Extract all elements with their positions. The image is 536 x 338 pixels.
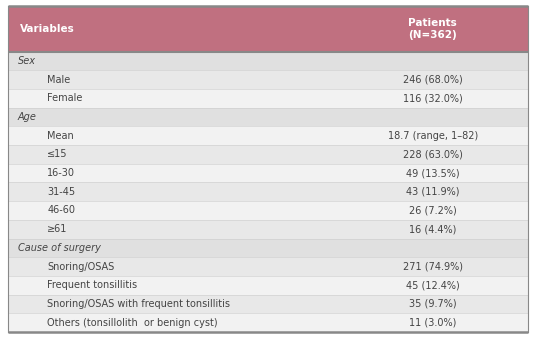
Text: Snoring/OSAS: Snoring/OSAS [47, 262, 114, 271]
Bar [8, 126, 528, 145]
Bar [8, 313, 528, 332]
Bar [8, 6, 528, 52]
Bar [8, 257, 528, 276]
Bar [8, 108, 528, 126]
Bar [8, 276, 528, 294]
Text: 271 (74.9%): 271 (74.9%) [403, 262, 463, 271]
Text: 45 (12.4%): 45 (12.4%) [406, 280, 460, 290]
Text: 49 (13.5%): 49 (13.5%) [406, 168, 460, 178]
Bar [8, 89, 528, 108]
Text: 31-45: 31-45 [47, 187, 75, 197]
Bar [8, 183, 528, 201]
Bar [8, 220, 528, 239]
Text: Mean: Mean [47, 131, 74, 141]
Text: Male: Male [47, 75, 70, 85]
Text: 35 (9.7%): 35 (9.7%) [409, 299, 457, 309]
Bar [8, 145, 528, 164]
Text: 11 (3.0%): 11 (3.0%) [409, 318, 457, 328]
Text: 16-30: 16-30 [47, 168, 75, 178]
Text: Others (tonsillolith  or benign cyst): Others (tonsillolith or benign cyst) [47, 318, 218, 328]
Text: Age: Age [18, 112, 36, 122]
Text: ≤15: ≤15 [47, 149, 68, 160]
Bar [8, 70, 528, 89]
Text: 16 (4.4%): 16 (4.4%) [409, 224, 457, 234]
Text: Patients
(N=362): Patients (N=362) [408, 18, 457, 40]
Text: 246 (68.0%): 246 (68.0%) [403, 75, 463, 85]
Bar [8, 239, 528, 257]
Bar [8, 201, 528, 220]
Text: 26 (7.2%): 26 (7.2%) [409, 206, 457, 216]
Text: 46-60: 46-60 [47, 206, 75, 216]
Text: Variables: Variables [20, 24, 75, 34]
Text: Cause of surgery: Cause of surgery [18, 243, 101, 253]
Text: Sex: Sex [18, 56, 36, 66]
Text: Female: Female [47, 93, 83, 103]
Bar [8, 164, 528, 183]
Text: 18.7 (range, 1–82): 18.7 (range, 1–82) [388, 131, 478, 141]
Text: Snoring/OSAS with frequent tonsillitis: Snoring/OSAS with frequent tonsillitis [47, 299, 230, 309]
Text: 116 (32.0%): 116 (32.0%) [403, 93, 463, 103]
Bar [8, 52, 528, 70]
Bar [8, 294, 528, 313]
Text: ≥61: ≥61 [47, 224, 68, 234]
Text: Frequent tonsillitis: Frequent tonsillitis [47, 280, 137, 290]
Text: 43 (11.9%): 43 (11.9%) [406, 187, 459, 197]
Text: 228 (63.0%): 228 (63.0%) [403, 149, 463, 160]
